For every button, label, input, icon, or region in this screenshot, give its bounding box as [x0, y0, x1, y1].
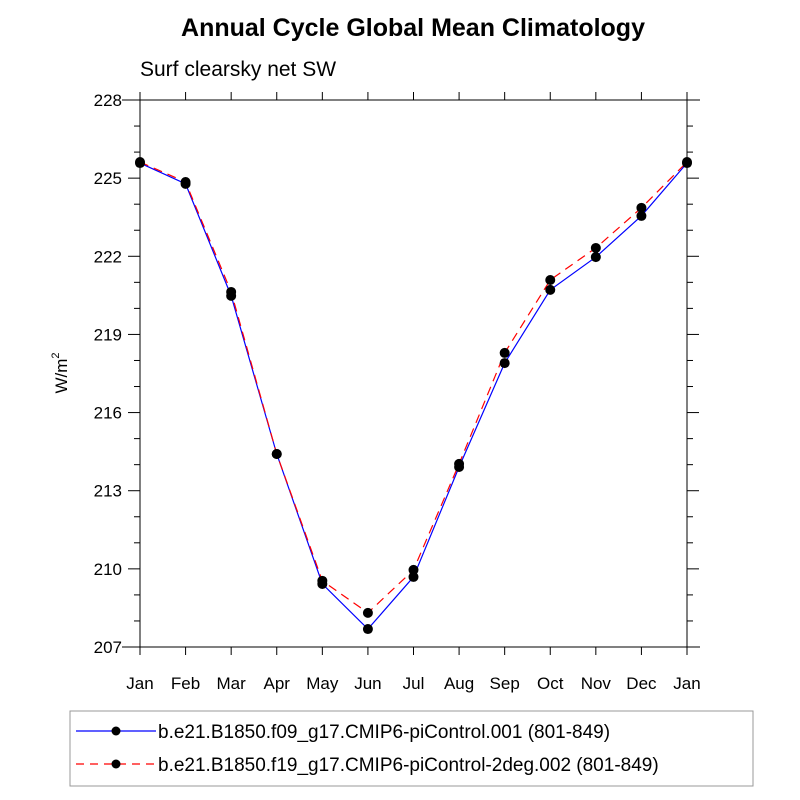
series-1-point: [362, 624, 373, 635]
series-2-point: [180, 177, 191, 188]
y-tick-label: 210: [94, 560, 122, 579]
y-tick-label: 228: [94, 91, 122, 110]
y-tick-label: 213: [94, 482, 122, 501]
y-tick-label: 225: [94, 169, 122, 188]
y-axis-label: W/m2: [50, 352, 71, 393]
series-1-point: [590, 252, 601, 263]
chart-title: Annual Cycle Global Mean Climatology: [181, 14, 645, 42]
legend-label-series-1: b.e21.B1850.f09_g17.CMIP6-piControl.001 …: [158, 722, 610, 743]
x-tick-label: May: [306, 674, 339, 693]
series-2-point: [636, 202, 647, 213]
y-tick-label: 216: [94, 404, 122, 423]
x-tick-label: Aug: [444, 674, 474, 693]
series-2-point: [545, 274, 556, 285]
series-layer: [135, 156, 692, 635]
series-2-point: [362, 607, 373, 618]
legend-label-series-2: b.e21.B1850.f19_g17.CMIP6-piControl-2deg…: [158, 755, 659, 776]
y-tick-label: 219: [94, 325, 122, 344]
series-2-point: [408, 564, 419, 575]
y-tick-label: 207: [94, 638, 122, 657]
series-2-point: [590, 242, 601, 253]
x-tick-label: Nov: [581, 674, 612, 693]
x-tick-label: Jul: [403, 674, 425, 693]
legend-marker-series-2: [111, 759, 121, 769]
series-2-point: [317, 575, 328, 586]
series-2-point: [135, 156, 145, 167]
x-tick-label: Sep: [490, 674, 520, 693]
series-1-point: [545, 284, 556, 295]
y-axis-label-unit: W/m: [52, 359, 71, 394]
series-2-point: [271, 448, 282, 459]
x-tick-label: Jun: [354, 674, 381, 693]
series-1-point: [408, 571, 419, 582]
legend-marker-series-1: [111, 726, 121, 736]
x-tick-labels: Jan Feb Mar Apr May Jun Jul Aug Sep Oct Nov Dec Jan: [126, 674, 700, 693]
series-line-1: [139, 162, 688, 630]
series-line-2: [139, 161, 688, 614]
x-tick-label: Oct: [537, 674, 564, 693]
x-tick-label: Mar: [217, 674, 247, 693]
series-2-point: [682, 156, 692, 167]
series-2-point: [226, 286, 237, 297]
x-tick-label: Apr: [264, 674, 291, 693]
legend-box: [69, 710, 754, 787]
y-axis-label-superscript: 2: [50, 352, 62, 358]
series-2-point: [499, 347, 510, 358]
x-tick-label: Jan: [126, 674, 153, 693]
legend: b.e21.B1850.f09_g17.CMIP6-piControl.001 …: [69, 710, 754, 787]
series-1-point: [636, 210, 647, 221]
x-tick-label: Jan: [673, 674, 700, 693]
x-tick-label: Feb: [171, 674, 200, 693]
series-2-point: [454, 458, 465, 469]
y-tick-label: 222: [94, 247, 122, 266]
chart-subtitle: Surf clearsky net SW: [140, 58, 336, 81]
y-tick-labels: 207 210 213 216 219 222 225 228: [94, 91, 122, 657]
series-1-point: [499, 358, 510, 369]
plot-axes: [122, 92, 700, 655]
x-tick-label: Dec: [626, 674, 657, 693]
